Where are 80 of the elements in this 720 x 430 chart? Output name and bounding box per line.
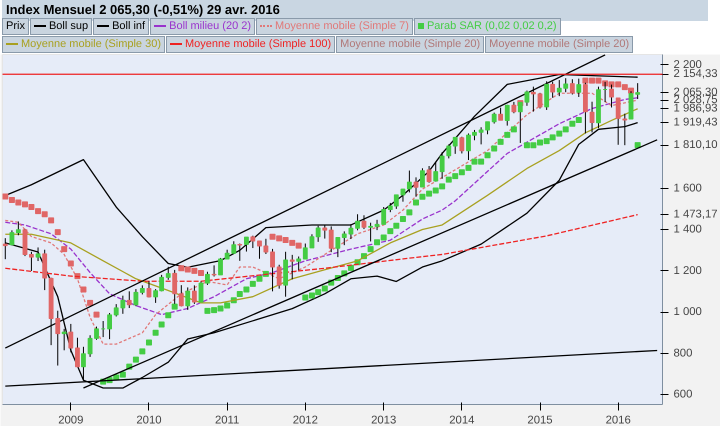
candlestick <box>146 280 152 298</box>
candlestick <box>192 284 197 304</box>
candlestick <box>556 80 562 97</box>
x-tick-label: 2016 <box>606 414 631 426</box>
line-series <box>4 214 638 282</box>
x-tick-label: 2009 <box>58 414 84 426</box>
candlestick <box>492 112 497 124</box>
text: Moyenne mobile (Simple 20) <box>485 36 634 53</box>
legend-label: Boll inf <box>93 18 150 35</box>
candlestick <box>107 312 112 340</box>
candlestick <box>244 236 249 252</box>
candlestick <box>212 264 217 277</box>
candlestick <box>231 240 236 254</box>
candlestick <box>140 284 145 295</box>
y-tick-label: 1 986,93 <box>674 102 718 115</box>
candlestick <box>290 254 295 280</box>
candlestick <box>524 90 530 106</box>
legend-label: Moyenne mobile (Simple 7) <box>256 18 413 35</box>
legend-label: Parab SAR (0,02 0,02 0,2) <box>414 18 561 35</box>
legend-label: Moyenne mobile (Simple 100) <box>166 36 336 53</box>
y-tick-label: 2 154,33 <box>674 68 718 80</box>
candlestick <box>381 206 386 225</box>
x-tick-label: 2014 <box>449 414 474 426</box>
candlestick <box>446 144 452 159</box>
candlestick <box>426 166 432 184</box>
candlestick <box>68 323 74 353</box>
legend-label: Boll milieu (20 2) <box>150 18 256 35</box>
candlestick <box>270 248 275 292</box>
candlestick <box>498 107 504 121</box>
candlestick <box>178 284 184 307</box>
y-tick-label: 1 600 <box>674 182 702 194</box>
candlestick <box>276 264 282 290</box>
candlestick <box>504 104 510 126</box>
candlestick <box>166 266 171 280</box>
candlestick <box>133 288 138 307</box>
candlestick <box>452 136 458 154</box>
candlestick <box>296 256 302 271</box>
candlestick <box>250 235 256 249</box>
candlestick <box>570 78 575 95</box>
candlestick <box>120 295 126 314</box>
legend-label: Moyenne mobile (Simple 30) <box>2 36 166 53</box>
candlestick <box>328 226 334 253</box>
candlestick <box>237 243 242 262</box>
candlestick <box>576 78 582 98</box>
candlestick <box>420 168 425 188</box>
candlestick <box>459 136 464 154</box>
text: Moyenne mobile (Simple 20) <box>336 36 484 53</box>
y-tick-label: 1 919,43 <box>674 116 718 129</box>
x-tick-label: 2013 <box>371 414 396 426</box>
legend-label: Boll sup <box>30 18 92 35</box>
y-tick-label: 1 473,17 <box>674 208 718 221</box>
y-tick-label: 1 000 <box>674 306 702 318</box>
candlestick <box>362 214 366 230</box>
candlestick <box>185 286 190 310</box>
candlestick <box>544 80 550 110</box>
candlestick <box>75 337 80 368</box>
x-tick-label: 2011 <box>214 414 240 426</box>
candlestick <box>224 249 230 260</box>
x-tick-label: 2012 <box>292 414 318 426</box>
chart-title: Index Mensuel 2 065,30 (-0,51%) 29 avr. 2016 <box>2 0 708 21</box>
candlestick <box>414 176 418 198</box>
y-tick-label: 1 200 <box>674 264 702 277</box>
x-tick-label: 2015 <box>527 414 553 426</box>
y-tick-label: 1 400 <box>674 224 702 236</box>
candlestick <box>62 328 67 351</box>
candlestick <box>563 78 568 93</box>
candlestick <box>302 243 308 260</box>
y-tick-label: 600 <box>674 388 692 401</box>
x-tick-label: 2010 <box>136 414 162 426</box>
candlestick <box>126 290 132 309</box>
candlestick <box>550 81 556 98</box>
y-tick-label: 800 <box>674 347 692 360</box>
y-tick-label: 1 810,10 <box>674 139 718 152</box>
text: Prix <box>2 18 29 35</box>
candlestick <box>518 102 523 144</box>
candlestick <box>400 188 406 202</box>
candlestick <box>114 304 119 317</box>
candlestick <box>36 246 40 262</box>
candlestick <box>406 170 412 193</box>
candlestick <box>322 224 328 240</box>
